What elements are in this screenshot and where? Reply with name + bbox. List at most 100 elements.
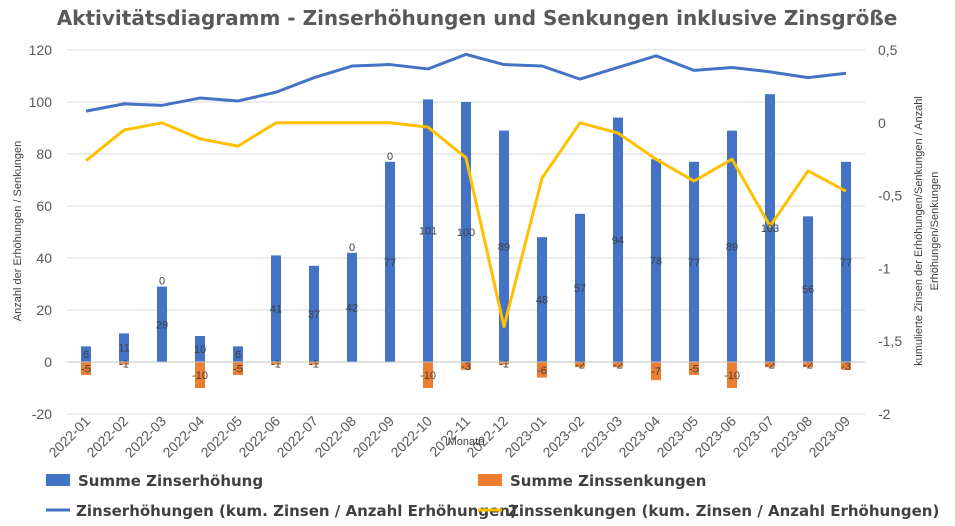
y-axis-title: Anzahl der Erhöhungen / Senkungen: [12, 141, 24, 321]
x-tick-label: 2023-01: [501, 413, 549, 461]
y2-tick-label: -1,5: [878, 333, 902, 349]
bar-label-zinssenkung: -2: [575, 360, 585, 372]
legend-swatch-erhoehung: [46, 474, 70, 486]
y-tick-label: 60: [36, 198, 52, 214]
bar-label-zinserhoehung: 77: [688, 257, 700, 269]
bar-zinssenkung: [765, 362, 775, 368]
bar-zinserhoehung: [461, 102, 471, 362]
bar-label-zinserhoehung: 89: [726, 241, 738, 253]
bar-label-zinssenkung: -5: [81, 364, 91, 376]
bar-zinserhoehung: [195, 336, 205, 362]
bar-label-zinserhoehung: 78: [650, 256, 662, 268]
bar-zinserhoehung: [385, 161, 395, 362]
bar-zinssenkung: [613, 362, 623, 368]
bar-label-zinssenkung: -1: [499, 358, 509, 370]
y-tick-label: 100: [29, 94, 53, 110]
bar-label-zinserhoehung: 77: [384, 257, 396, 269]
bar-label-zinserhoehung: 48: [536, 295, 548, 307]
y-tick-label: 40: [36, 250, 52, 266]
bar-label-zinssenkung: -10: [420, 370, 436, 382]
bar-zinssenkung: [119, 362, 129, 365]
bar-label-zinssenkung: -5: [233, 364, 243, 376]
bar-label-zinssenkung: -10: [724, 370, 740, 382]
bar-zinssenkung: [233, 362, 243, 375]
bar-zinssenkung: [803, 362, 813, 368]
bar-label-zinssenkung: -7: [651, 366, 661, 378]
bar-zinssenkung: [537, 362, 547, 378]
bar-label-zinssenkung: 0: [349, 242, 355, 254]
bar-label-zinserhoehung: 94: [612, 235, 624, 247]
legend-label-senkung: Summe Zinssenkungen: [510, 472, 706, 490]
bar-label-zinssenkung: 0: [387, 151, 393, 163]
y2-tick-label: -2: [878, 406, 891, 422]
bar-zinssenkung: [575, 362, 585, 368]
bar-label-zinssenkung: -10: [192, 370, 208, 382]
bar-zinssenkung: [651, 362, 661, 381]
bar-zinssenkung: [309, 362, 319, 365]
data-labels: 6 11 29 10 6 41 37 42 77 101 100 89 48 57 94 78 77 89 103 5…: [81, 151, 852, 382]
x-tick-label: 2022-10: [387, 413, 435, 461]
bar-zinssenkung: [689, 362, 699, 375]
y2-tick-label: 0,5: [878, 42, 898, 58]
bar-zinssenkung: [499, 362, 509, 365]
x-tick-label: 2023-02: [539, 413, 587, 461]
x-tick-label: 2023-08: [767, 413, 815, 461]
bar-zinssenkung: [461, 362, 471, 370]
y2-tick-label: -0,5: [878, 188, 902, 204]
bar-zinserhoehung: [271, 255, 281, 362]
bar-label-zinssenkung: -3: [461, 361, 471, 373]
bar-label-zinserhoehung: 101: [419, 226, 437, 238]
x-tick-label: 2023-04: [615, 413, 663, 461]
bar-zinserhoehung: [689, 161, 699, 362]
y-tick-label: 80: [36, 146, 52, 162]
bar-zinserhoehung: [841, 161, 851, 362]
bar-label-zinserhoehung: 56: [802, 284, 814, 296]
bar-label-zinssenkung: -2: [765, 360, 775, 372]
x-tick-label: 2022-09: [349, 413, 397, 461]
bar-zinserhoehung: [765, 94, 775, 362]
bar-label-zinserhoehung: 89: [498, 241, 510, 253]
bar-zinssenkung: [423, 362, 433, 388]
y2-tick-label: 0: [878, 115, 886, 131]
y-tick-label: 20: [36, 302, 52, 318]
bar-zinssenkung: [727, 362, 737, 388]
bar-label-zinssenkung: -3: [841, 361, 851, 373]
y2-axis-title-line2: Erhöhungen/Senkungen: [929, 172, 941, 291]
y-tick-label: 120: [29, 42, 53, 58]
bar-label-zinserhoehung: 77: [840, 257, 852, 269]
bar-zinssenkung: [195, 362, 205, 388]
line-group: [85, 52, 847, 329]
bar-label-zinserhoehung: 42: [346, 302, 358, 314]
x-tick-label: 2022-05: [197, 413, 245, 461]
x-tick-label: 2022-03: [121, 413, 169, 461]
bar-label-zinserhoehung: 37: [308, 309, 320, 321]
bar-label-zinserhoehung: 29: [156, 319, 168, 331]
x-tick-label: 2022-01: [45, 413, 93, 461]
bar-label-zinssenkung: -2: [613, 360, 623, 372]
bar-label-zinserhoehung: 6: [83, 349, 89, 361]
x-tick-label: 2023-03: [577, 413, 625, 461]
bar-zinserhoehung: [537, 237, 547, 362]
bar-zinserhoehung: [157, 286, 167, 362]
legend: Summe Zinserhöhung Summe Zinssenkungen Z…: [46, 472, 939, 520]
bar-label-zinssenkung: -2: [803, 360, 813, 372]
bar-label-zinserhoehung: 11: [118, 343, 129, 355]
x-tick-label: 2022-06: [235, 413, 283, 461]
y2-tick-label: -1: [878, 260, 891, 276]
bar-label-zinserhoehung: 57: [574, 283, 586, 295]
bar-zinserhoehung: [423, 99, 433, 363]
bar-zinserhoehung: [119, 333, 129, 362]
bar-label-zinserhoehung: 103: [761, 223, 779, 235]
bar-label-zinssenkung: -1: [119, 358, 129, 370]
y-tick-label: -20: [32, 406, 52, 422]
bar-label-zinssenkung: -1: [309, 358, 319, 370]
bar-label-zinserhoehung: 41: [270, 304, 282, 316]
bar-group: [81, 94, 851, 388]
bar-zinserhoehung: [651, 159, 661, 362]
bar-zinserhoehung: [575, 213, 585, 362]
y-tick-label: 0: [44, 354, 52, 370]
bar-zinserhoehung: [233, 346, 243, 362]
bar-zinssenkung: [81, 362, 91, 375]
legend-label-line-erhoehung: Zinserhöhungen (kum. Zinsen / Anzahl Erh…: [76, 502, 517, 520]
